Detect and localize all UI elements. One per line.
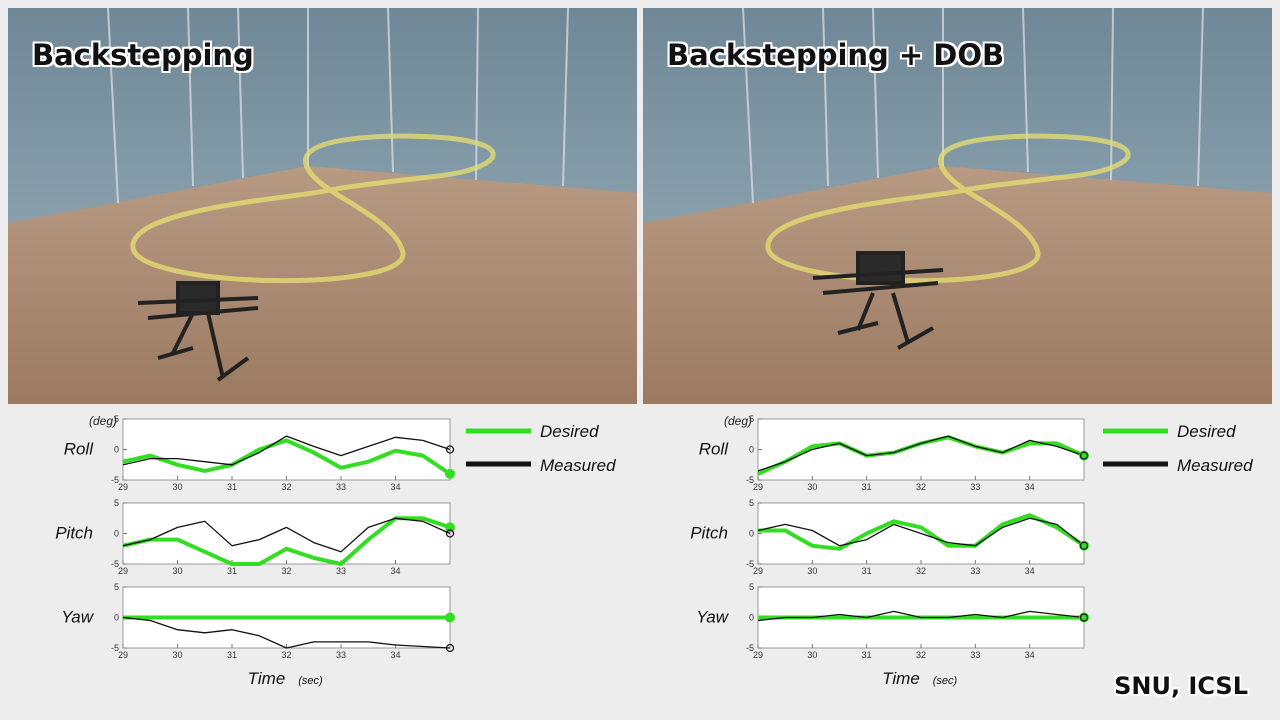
x-tick-label: 33 bbox=[970, 566, 980, 576]
y-tick-label: 0 bbox=[749, 529, 754, 539]
x-tick-label: 29 bbox=[753, 650, 763, 660]
x-tick-label: 33 bbox=[970, 482, 980, 492]
x-tick-label: 30 bbox=[172, 482, 182, 492]
x-tick-label: 29 bbox=[118, 650, 128, 660]
x-tick-label: 33 bbox=[336, 482, 346, 492]
y-tick-label: 5 bbox=[749, 582, 754, 592]
y-tick-label: 0 bbox=[749, 445, 754, 455]
series-desired bbox=[758, 513, 1086, 551]
y-tick-label: -5 bbox=[111, 559, 119, 569]
y-tick-label: -5 bbox=[746, 475, 754, 485]
x-tick-label: 32 bbox=[916, 650, 926, 660]
legend-label-measured: Measured bbox=[540, 456, 616, 475]
desired-endpoint bbox=[445, 612, 455, 623]
video-frame-right: Backstepping + DOB bbox=[643, 8, 1272, 404]
x-axis-label: Time bbox=[882, 669, 920, 688]
measured-endpoint bbox=[445, 445, 455, 454]
x-tick-label: 31 bbox=[227, 482, 237, 492]
x-tick-label: 31 bbox=[227, 650, 237, 660]
x-tick-label: 30 bbox=[807, 650, 817, 660]
x-tick-label: 34 bbox=[390, 566, 400, 576]
x-tick-label: 32 bbox=[916, 566, 926, 576]
y-tick-label: -5 bbox=[111, 475, 119, 485]
series-measured bbox=[757, 435, 1085, 472]
x-tick-label: 29 bbox=[753, 566, 763, 576]
x-axis-unit: (sec) bbox=[298, 675, 323, 687]
subplot-label: Yaw bbox=[61, 608, 95, 627]
x-tick-label: 32 bbox=[281, 566, 291, 576]
y-tick-label: 5 bbox=[114, 498, 119, 508]
measured-endpoint bbox=[445, 643, 455, 653]
x-axis-label: Time bbox=[248, 669, 286, 688]
x-tick-label: 34 bbox=[1025, 566, 1035, 576]
series-measured bbox=[122, 435, 451, 466]
y-tick-label: 0 bbox=[749, 613, 754, 623]
x-tick-label: 33 bbox=[336, 566, 346, 576]
y-tick-label: -5 bbox=[746, 643, 754, 653]
axes-box bbox=[122, 502, 451, 565]
y-tick-label: 0 bbox=[114, 529, 119, 539]
x-tick-label: 32 bbox=[281, 482, 291, 492]
x-tick-label: 32 bbox=[281, 650, 291, 660]
series-measured bbox=[757, 610, 1085, 622]
x-tick-label: 30 bbox=[172, 650, 182, 660]
axes-box bbox=[122, 418, 451, 481]
x-tick-label: 29 bbox=[118, 566, 128, 576]
x-tick-label: 34 bbox=[390, 482, 400, 492]
x-tick-label: 30 bbox=[807, 566, 817, 576]
y-tick-label: -5 bbox=[746, 559, 754, 569]
x-axis-unit: (sec) bbox=[933, 675, 958, 687]
subplot-label: Yaw bbox=[696, 608, 730, 627]
unit-label: (deg) bbox=[724, 414, 752, 428]
y-tick-label: 0 bbox=[114, 613, 119, 623]
x-tick-label: 31 bbox=[227, 566, 237, 576]
desired-endpoint bbox=[445, 522, 455, 533]
series-measured bbox=[757, 517, 1085, 547]
series-measured bbox=[122, 616, 451, 649]
subplot-label: Pitch bbox=[690, 524, 728, 543]
x-tick-label: 34 bbox=[1025, 650, 1035, 660]
measured-endpoint bbox=[1079, 613, 1089, 622]
panel-title: Backstepping + DOB bbox=[667, 38, 1005, 72]
x-tick-label: 31 bbox=[862, 482, 872, 492]
room-scene-right bbox=[643, 8, 1272, 404]
x-tick-label: 34 bbox=[1025, 482, 1035, 492]
x-tick-label: 29 bbox=[118, 482, 128, 492]
unit-label: (deg) bbox=[89, 414, 117, 428]
x-tick-label: 30 bbox=[172, 566, 182, 576]
subplot-label: Roll bbox=[64, 440, 95, 459]
y-tick-label: 5 bbox=[749, 498, 754, 508]
legend-label-desired: Desired bbox=[1177, 422, 1236, 441]
desired-endpoint bbox=[445, 468, 455, 479]
measured-endpoint bbox=[1079, 541, 1089, 550]
x-tick-label: 31 bbox=[862, 650, 872, 660]
legend-label-measured: Measured bbox=[1177, 456, 1253, 475]
subplot-label: Pitch bbox=[55, 524, 93, 543]
y-tick-label: -5 bbox=[111, 643, 119, 653]
series-measured bbox=[122, 517, 451, 553]
credit-label: SNU, ICSL bbox=[1114, 672, 1248, 700]
series-desired bbox=[122, 438, 452, 476]
y-tick-label: 5 bbox=[114, 582, 119, 592]
x-tick-label: 31 bbox=[862, 566, 872, 576]
x-tick-label: 33 bbox=[970, 650, 980, 660]
measured-endpoint bbox=[1079, 451, 1089, 460]
x-tick-label: 32 bbox=[916, 482, 926, 492]
x-tick-label: 29 bbox=[753, 482, 763, 492]
drone-right bbox=[812, 251, 944, 350]
measured-endpoint bbox=[445, 529, 455, 538]
y-tick-label: 5 bbox=[114, 414, 119, 424]
room-scene-left bbox=[8, 8, 637, 404]
video-frame-left: Backstepping bbox=[8, 8, 637, 404]
subplot-label: Roll bbox=[699, 440, 730, 459]
x-tick-label: 34 bbox=[390, 650, 400, 660]
x-tick-label: 30 bbox=[807, 482, 817, 492]
x-tick-label: 33 bbox=[336, 650, 346, 660]
legend-label-desired: Desired bbox=[540, 422, 599, 441]
panel-title: Backstepping bbox=[32, 38, 254, 72]
y-tick-label: 5 bbox=[749, 414, 754, 424]
drone-left bbox=[137, 281, 259, 382]
y-tick-label: 0 bbox=[114, 445, 119, 455]
